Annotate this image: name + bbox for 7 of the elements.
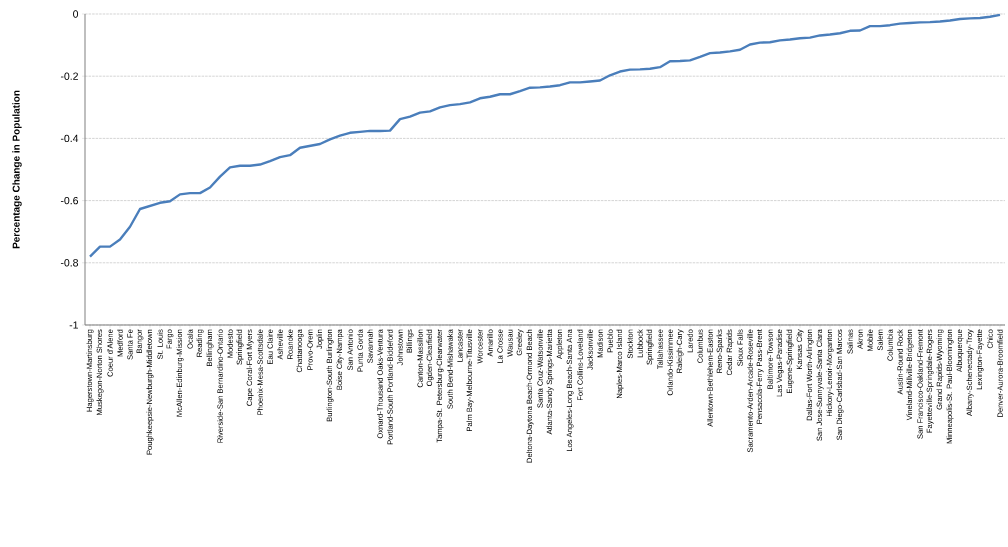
y-tick-label: -0.4	[60, 134, 79, 143]
y-tick-label: -1	[69, 321, 78, 329]
y-axis-title: Percentage Change in Population	[12, 90, 22, 249]
y-tick-label: 0	[73, 10, 79, 18]
y-tick-label: -0.2	[60, 72, 78, 80]
y-tick-label: -0.8	[60, 259, 79, 267]
y-tick-label: -0.6	[60, 196, 79, 205]
